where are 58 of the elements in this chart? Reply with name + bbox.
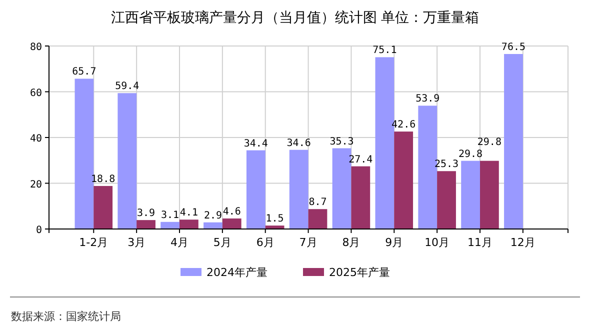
data-label: 59.4 (115, 81, 140, 92)
bar (308, 209, 328, 229)
y-tick-label: 20 (30, 179, 42, 190)
y-tick-label: 80 (30, 42, 42, 53)
bar (351, 166, 370, 229)
bar (437, 171, 456, 229)
y-tick-label: 40 (30, 134, 42, 144)
x-tick-label: 1-2月 (79, 236, 108, 249)
legend-label: 2025年产量 (329, 266, 390, 279)
bar (74, 78, 94, 229)
bar (289, 150, 308, 229)
data-label: 53.9 (416, 94, 440, 105)
x-tick-label: 5月 (213, 236, 232, 249)
data-label: 29.8 (458, 148, 483, 160)
data-label: 34.4 (244, 138, 268, 150)
bar (222, 218, 242, 229)
data-label: 34.6 (286, 138, 311, 149)
data-label: 27.4 (348, 154, 373, 166)
x-tick-label: 11月 (468, 236, 492, 249)
data-label: 25.3 (434, 159, 459, 170)
data-label: 65.7 (72, 66, 96, 78)
bar (118, 93, 137, 229)
x-tick-label: 7月 (299, 236, 318, 249)
x-tick-label: 8月 (342, 236, 360, 249)
x-tick-label: 6月 (256, 236, 274, 249)
x-tick-label: 4月 (170, 236, 188, 249)
data-label: 75.1 (372, 45, 397, 56)
bar (136, 220, 156, 229)
bar (504, 54, 523, 229)
data-label: 76.5 (501, 42, 526, 54)
y-tick-label: 60 (30, 88, 42, 99)
data-label: 1.5 (266, 214, 284, 225)
bar (461, 160, 480, 229)
data-label: 29.8 (477, 136, 502, 148)
x-tick-label: 9月 (385, 236, 404, 249)
bar (480, 160, 499, 229)
data-label: 4.1 (180, 208, 198, 219)
data-label: 2.9 (204, 210, 222, 222)
data-label: 18.8 (91, 174, 116, 185)
x-tick-label: 3月 (128, 236, 146, 249)
chart-title: 江西省平板玻璃产量分月（当月值）统计图 单位：万重量箱 (110, 10, 480, 26)
data-label: 42.6 (392, 120, 416, 131)
bar (394, 132, 414, 229)
bar (160, 222, 180, 229)
source-note: 数据来源：国家统计局 (11, 310, 121, 323)
x-tick-label: 12月 (510, 236, 536, 249)
bar (204, 222, 222, 229)
bar (246, 150, 266, 229)
bar (94, 186, 113, 229)
bar (180, 220, 198, 229)
x-tick-label: 10月 (424, 236, 450, 249)
data-label: 3.9 (136, 208, 156, 220)
legend-label: 2024年产量 (206, 266, 268, 279)
data-label: 3.1 (161, 210, 180, 221)
data-label: 35.3 (330, 136, 354, 148)
data-label: 8.7 (308, 197, 327, 208)
data-label: 4.6 (222, 206, 241, 218)
y-tick-label: 0 (36, 225, 42, 236)
